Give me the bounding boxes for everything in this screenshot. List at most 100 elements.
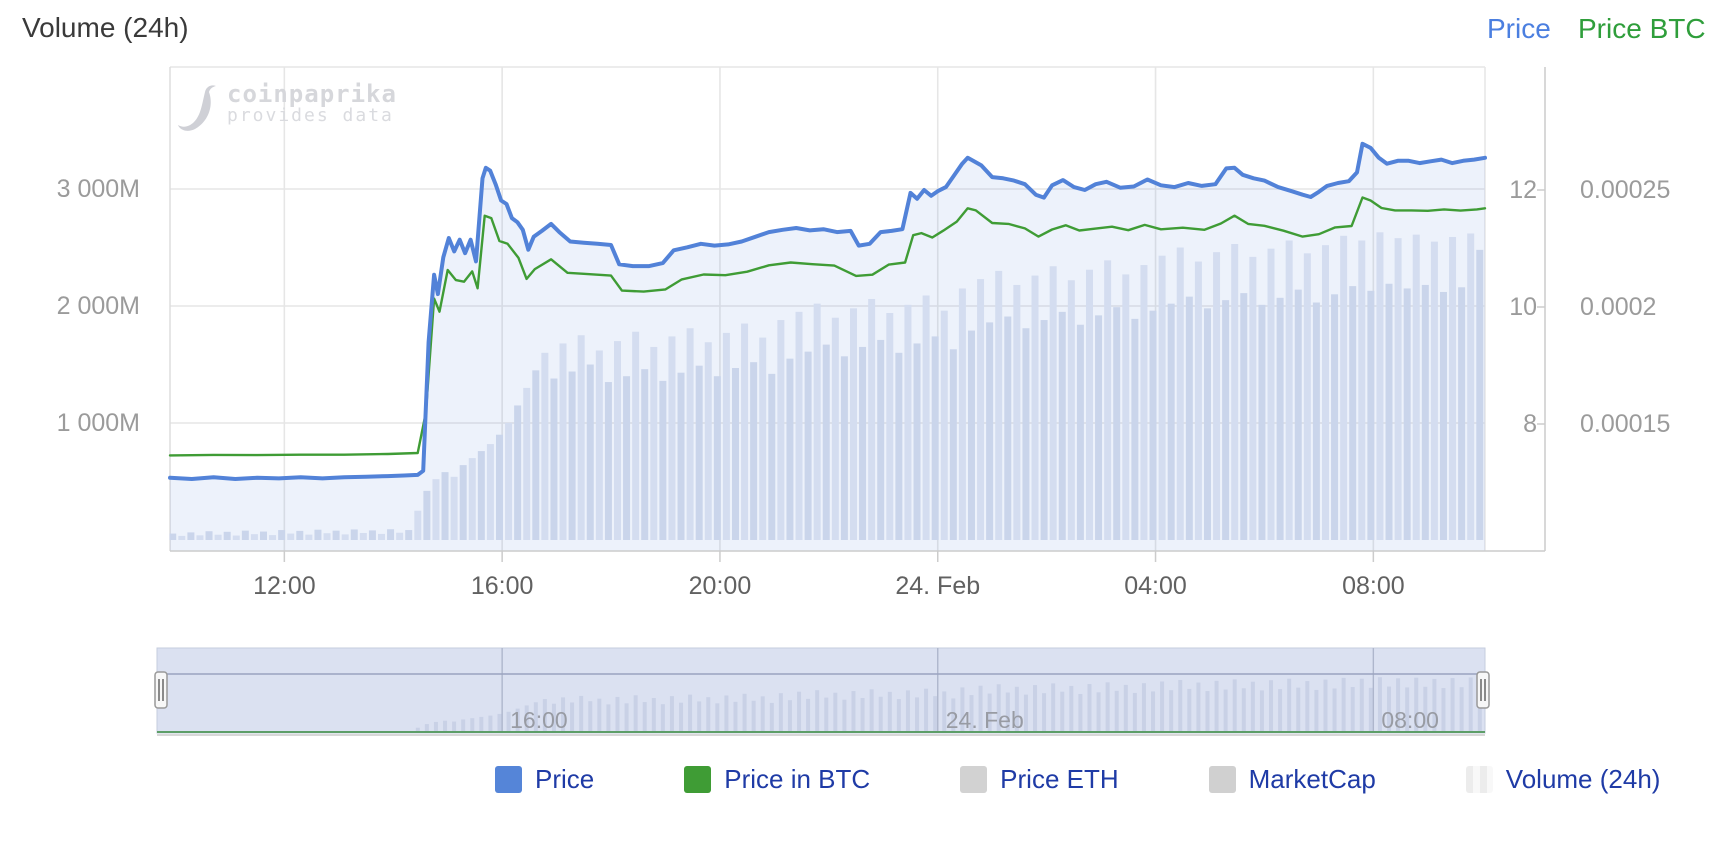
navigator-volume-bar — [1350, 686, 1355, 733]
volume-bar — [332, 530, 340, 540]
navigator-volume-bar — [951, 698, 956, 733]
plot-area[interactable] — [170, 67, 1485, 551]
volume-bar — [350, 529, 358, 540]
price-area-fill — [170, 143, 1485, 552]
volume-bar — [1476, 249, 1484, 540]
navigator-volume-bar — [833, 692, 838, 733]
navigator-volume-bar — [1269, 680, 1274, 733]
volume-bar — [1004, 316, 1012, 540]
volume-bar — [949, 349, 957, 540]
navigator-volume-bar — [461, 719, 466, 733]
volume-bar — [468, 458, 476, 540]
navigator-volume-bar — [842, 699, 847, 733]
x-axis-label: 20:00 — [688, 572, 752, 600]
volume-bar — [1058, 311, 1066, 540]
volume-bar — [477, 451, 485, 540]
volume-bar — [223, 531, 231, 540]
x-axis-label: 24. Feb — [895, 572, 981, 600]
volume-bar — [1049, 266, 1057, 540]
navigator-volume-bar — [797, 691, 802, 733]
legend-swatch — [495, 766, 522, 793]
navigator-volume-bar — [960, 687, 965, 733]
volume-bar — [977, 279, 985, 540]
volume-bar — [450, 476, 458, 540]
volume-bar — [1467, 233, 1475, 540]
navigator-volume-bar — [1051, 683, 1056, 733]
volume-bar — [178, 535, 186, 540]
navigator-volume-bar — [660, 704, 665, 733]
volume-bar — [1031, 275, 1039, 540]
volume-bar — [368, 530, 376, 540]
volume-bar — [967, 330, 975, 540]
navigator-volume-bar — [615, 696, 620, 733]
volume-bar — [1321, 245, 1329, 540]
legend-item-price[interactable]: Price — [495, 764, 594, 795]
navigator-volume-bar — [778, 693, 783, 733]
volume-bar — [913, 343, 921, 540]
volume-bar — [577, 335, 585, 540]
volume-bar — [868, 298, 876, 540]
volume-bar — [1385, 283, 1393, 540]
y-axis-price-label: 10 — [1509, 293, 1537, 321]
navigator-volume-bar — [551, 703, 556, 733]
navigator-handle-right[interactable] — [1476, 671, 1490, 709]
y-axis-price-btc-label: 0.00015 — [1580, 410, 1671, 438]
legend-item-price-in-btc[interactable]: Price in BTC — [684, 764, 870, 795]
navigator-volume-bar — [905, 690, 910, 733]
volume-bar — [1231, 243, 1239, 541]
volume-bar — [196, 535, 204, 540]
navigator-volume-bar — [579, 695, 584, 733]
legend-item-price-eth[interactable]: Price ETH — [960, 764, 1119, 795]
volume-bar — [604, 382, 612, 540]
navigator-volume-bar — [1250, 681, 1255, 733]
navigator-volume-bar — [1341, 677, 1346, 733]
volume-bar — [550, 378, 558, 540]
navigator-volume-bar — [1377, 677, 1382, 733]
navigator-volume-bar — [969, 695, 974, 733]
navigator-volume-bar — [987, 693, 992, 733]
navigator-volume-bar — [715, 703, 720, 733]
legend-swatch — [684, 766, 712, 793]
volume-bar — [187, 532, 195, 540]
navigator-volume-bar — [1205, 691, 1210, 733]
navigator-volume-bar — [1468, 677, 1473, 733]
legend-label: MarketCap — [1248, 764, 1376, 794]
legend-item-volume-24h[interactable]: Volume (24h) — [1465, 764, 1661, 795]
navigator-volume-bar — [561, 697, 566, 733]
volume-bar — [695, 365, 703, 540]
navigator-volume-bar — [978, 685, 983, 733]
volume-bar — [1076, 324, 1084, 540]
volume-bar — [777, 320, 785, 540]
navigator-label: 16:00 — [510, 707, 568, 733]
volume-bar — [1067, 280, 1075, 540]
legend-item-marketcap[interactable]: MarketCap — [1208, 764, 1376, 795]
volume-bar — [1394, 238, 1402, 540]
navigator-volume-bar — [415, 727, 420, 733]
volume-bar — [414, 510, 422, 540]
navigator-volume-bar — [1259, 690, 1264, 733]
navigator-volume-bar — [515, 708, 520, 733]
legend-label: Volume (24h) — [1505, 764, 1661, 794]
volume-bar — [169, 533, 177, 540]
volume-bar — [677, 372, 685, 540]
x-axis-label: 16:00 — [470, 572, 534, 600]
volume-bar — [387, 529, 395, 540]
volume-bar — [1149, 310, 1157, 540]
navigator-volume-bar — [470, 718, 475, 733]
navigator-volume-bar — [1241, 688, 1246, 733]
navigator-volume-bar — [651, 698, 656, 733]
y-axis-volume-label: 1 000M — [56, 409, 140, 437]
volume-bar — [259, 531, 267, 540]
navigator-handle-left[interactable] — [154, 671, 168, 709]
volume-bar — [377, 533, 385, 540]
navigator-volume-bar — [1423, 686, 1428, 733]
navigator-track[interactable] — [156, 647, 1486, 734]
navigator-volume-bar — [851, 691, 856, 733]
navigator-volume-bar — [1441, 688, 1446, 733]
navigator-volume-bar — [924, 688, 929, 733]
navigator-volume-bar — [1151, 691, 1156, 733]
navigator-volume-bar — [1023, 694, 1028, 733]
navigator-volume-bar — [806, 698, 811, 733]
axis-title-price: Price — [1487, 13, 1551, 44]
volume-bar — [1276, 297, 1284, 540]
